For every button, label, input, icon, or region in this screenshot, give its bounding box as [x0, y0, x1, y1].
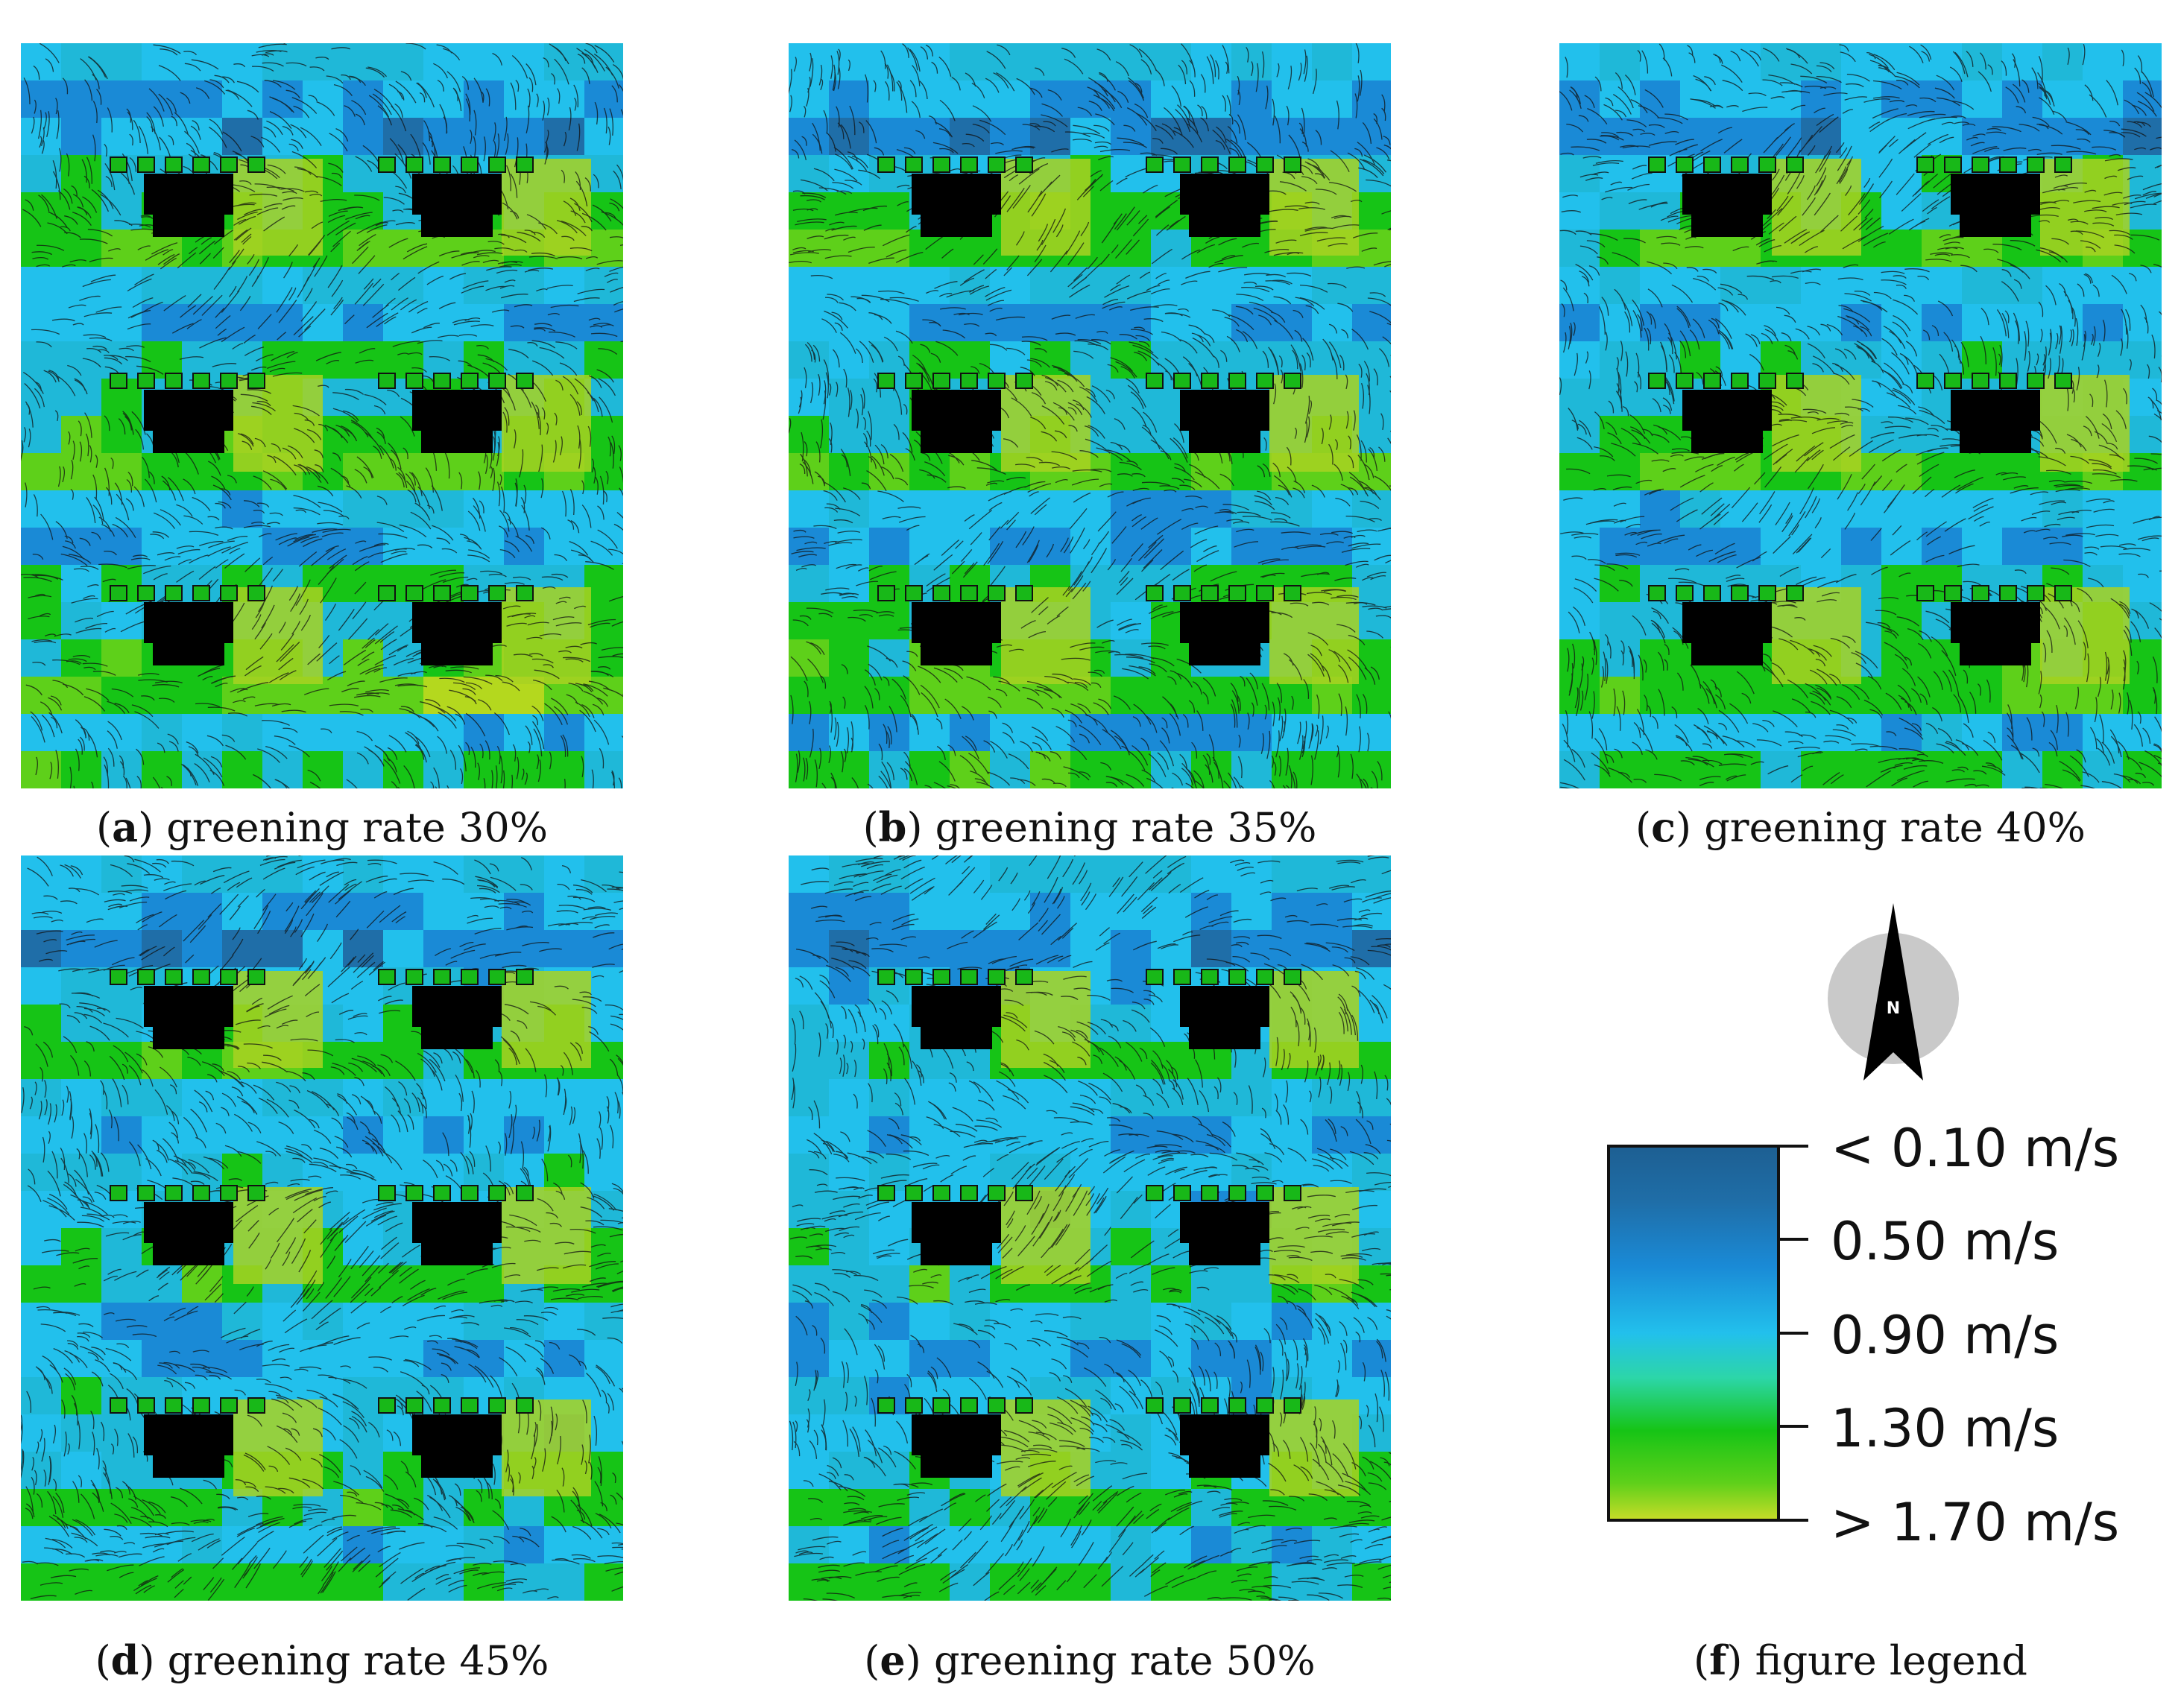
north-label: N [1887, 999, 1900, 1018]
buildings [877, 156, 1301, 665]
north-arrow-icon: N [1828, 903, 1959, 1081]
legend-label-4: > 1.70 m/s [1831, 1492, 2120, 1553]
color-bar-ticks [1778, 1145, 1808, 1522]
legend-label-2: 0.90 m/s [1831, 1305, 2060, 1366]
panel-b [789, 43, 1391, 788]
caption-c: (c) greening rate 40% [1635, 803, 2086, 851]
wind-field-e [789, 855, 1391, 1601]
caption-f: (f) figure legend [1694, 1636, 2027, 1684]
wind-field-d [21, 855, 623, 1601]
buildings [1648, 156, 2072, 665]
legend-label-1: 0.50 m/s [1831, 1211, 2060, 1272]
speed-field [789, 43, 1391, 788]
wind-field-c [1559, 43, 2162, 788]
panel-c [1559, 43, 2162, 788]
buildings [877, 969, 1301, 1478]
legend-label-3: 1.30 m/s [1831, 1398, 2060, 1459]
buildings [110, 969, 534, 1478]
speed-field [1559, 43, 2162, 788]
panel-d [21, 855, 623, 1601]
caption-e: (e) greening rate 50% [864, 1636, 1316, 1684]
caption-d: (d) greening rate 45% [95, 1636, 549, 1684]
panel-e [789, 855, 1391, 1601]
color-bar [1607, 1145, 1808, 1522]
caption-b: (b) greening rate 35% [862, 803, 1317, 851]
buildings [110, 156, 534, 665]
streamlines [21, 43, 623, 788]
wind-field-b [789, 43, 1391, 788]
speed-field [21, 43, 623, 788]
caption-a: (a) greening rate 30% [95, 803, 549, 851]
panel-a [21, 43, 623, 788]
legend-label-0: < 0.10 m/s [1831, 1118, 2120, 1179]
wind-field-a [21, 43, 623, 788]
